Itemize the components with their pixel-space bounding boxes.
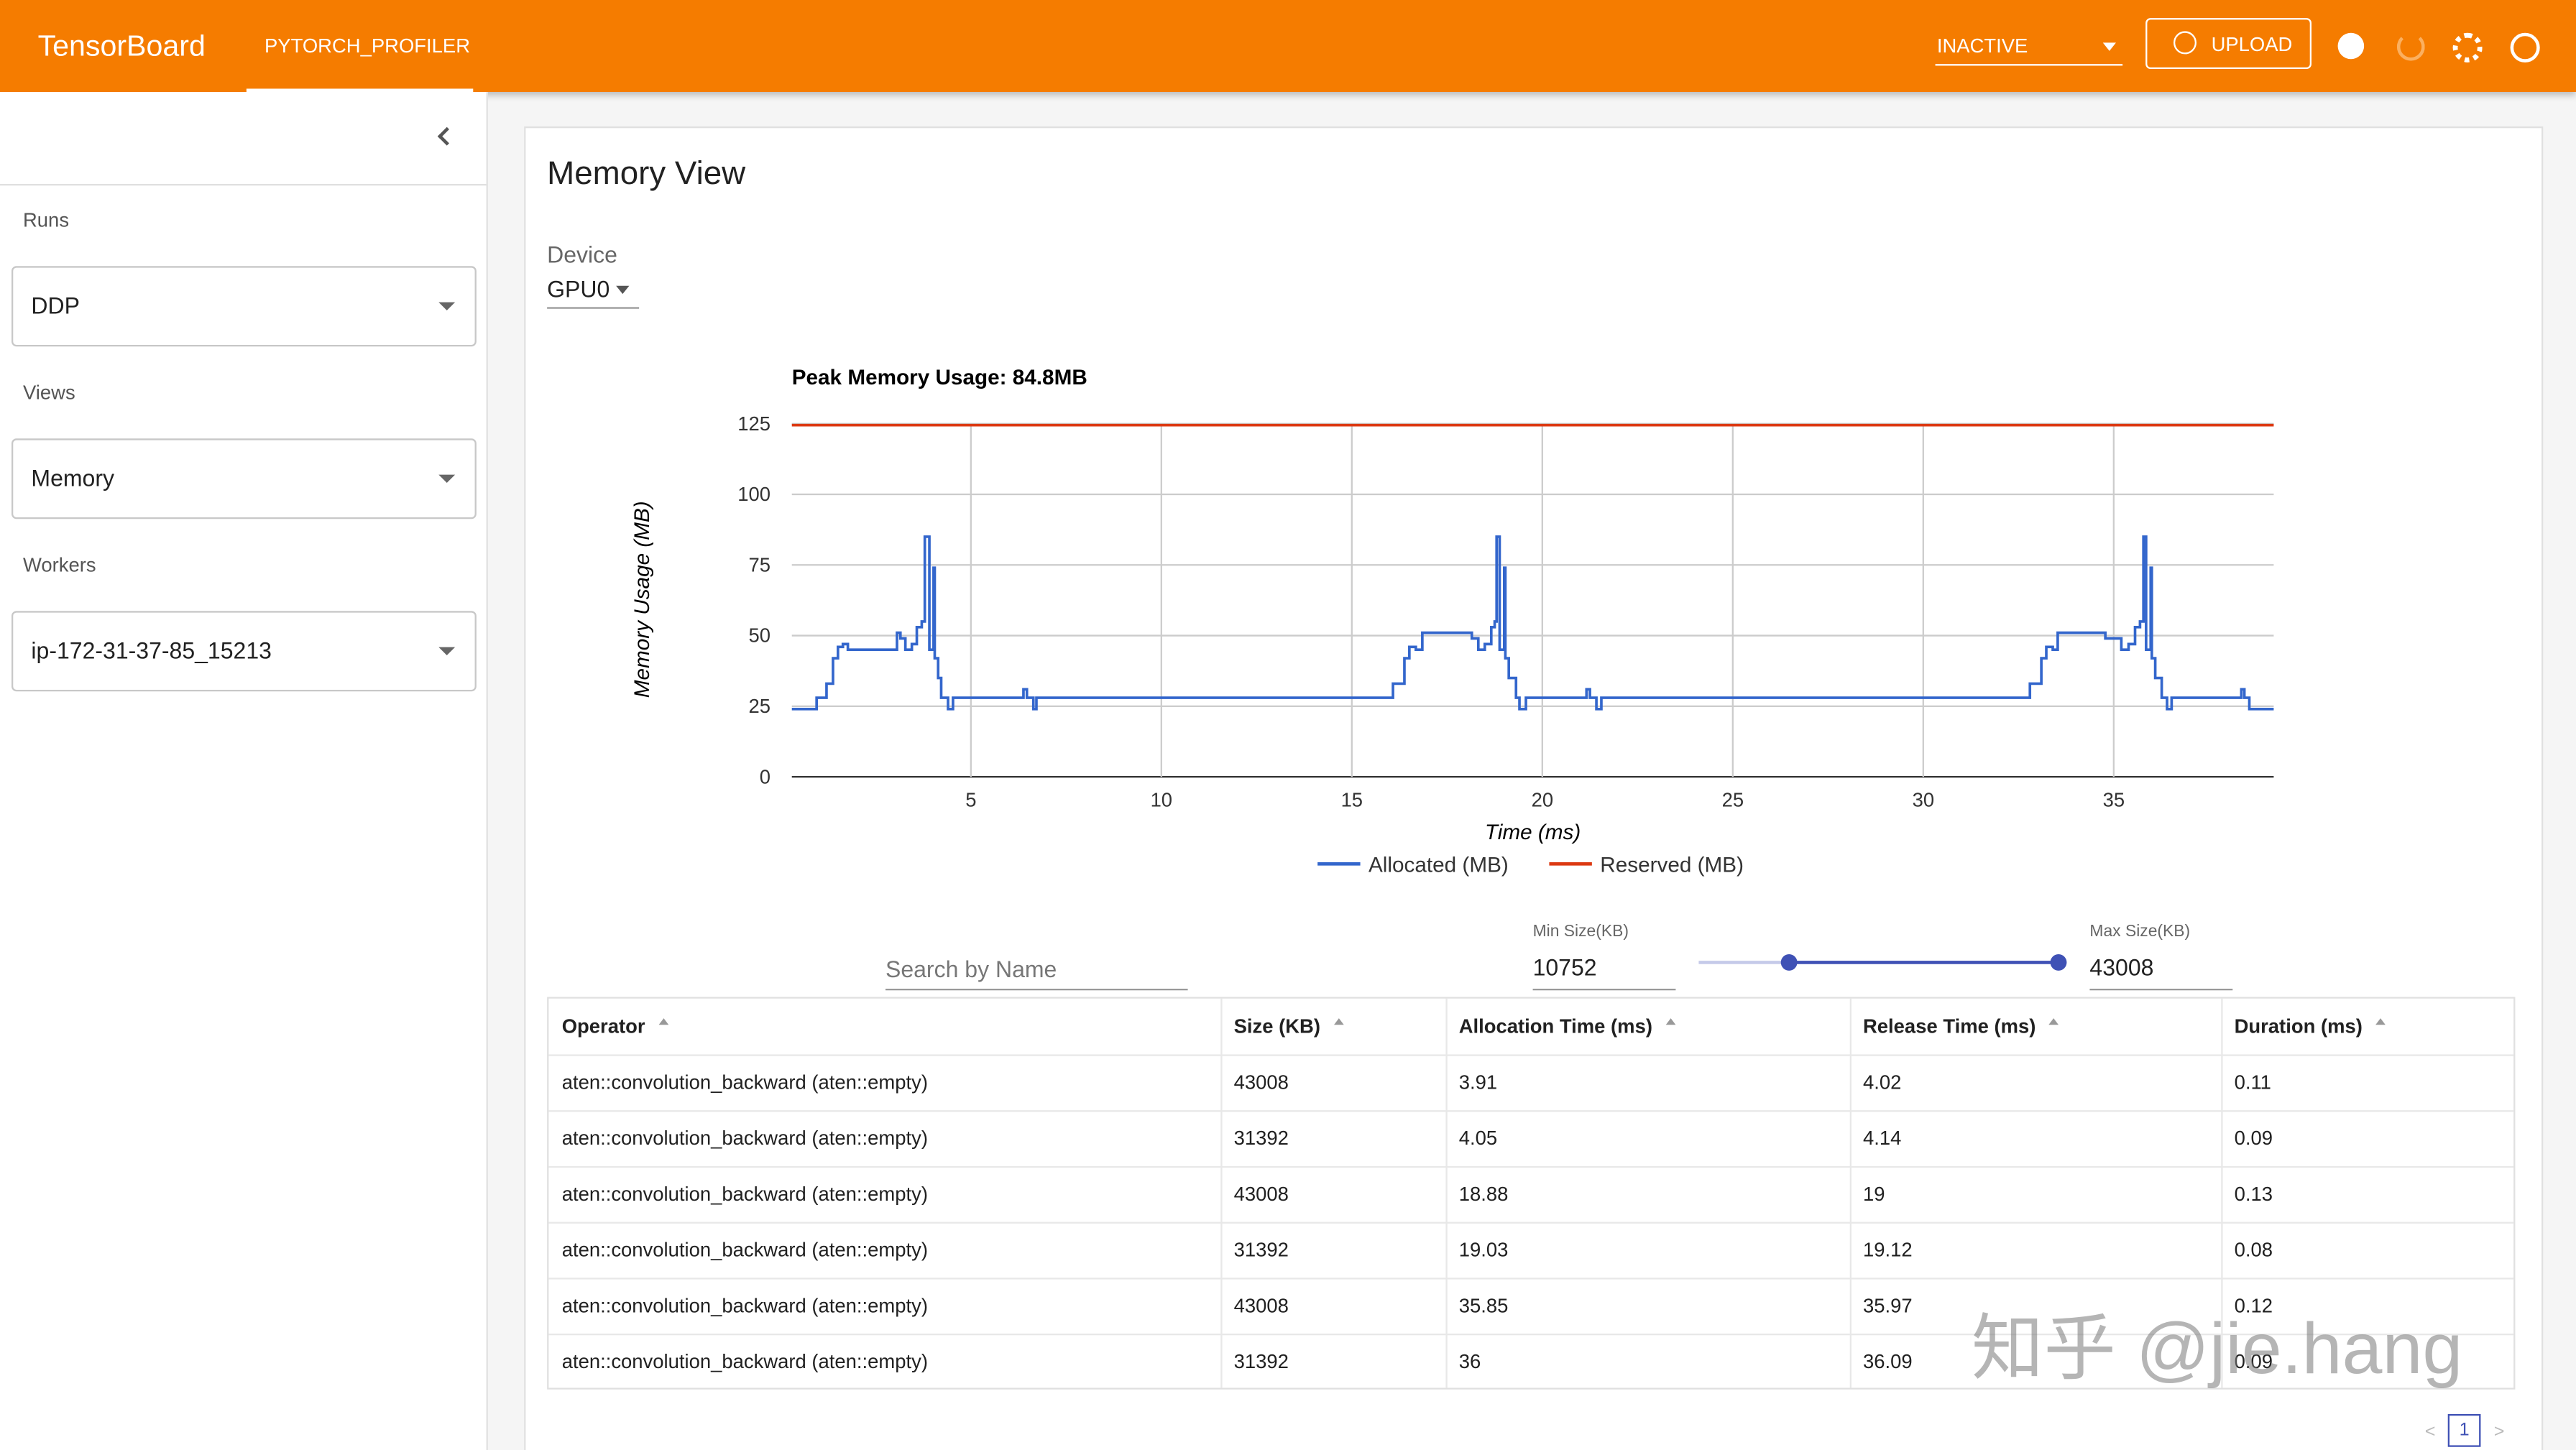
table-cell: 3.91	[1458, 1071, 1498, 1094]
column-header[interactable]: Allocation Time (ms)	[1459, 1015, 1675, 1038]
table-cell: 36	[1458, 1349, 1481, 1373]
table-cell: 36.09	[1862, 1349, 1913, 1373]
row-divider	[548, 1110, 2514, 1112]
min-value: 10752	[1532, 953, 1597, 981]
table-cell: 0.13	[2234, 1182, 2273, 1206]
table-cell: 43008	[1233, 1182, 1289, 1206]
table-cell: 19.12	[1862, 1238, 1913, 1262]
tab-label: PYTORCH_PROFILER	[264, 34, 471, 57]
table-cell: 43008	[1233, 1071, 1289, 1094]
min-label: Min Size(KB)	[1532, 923, 1629, 941]
column-divider	[1220, 998, 1223, 1388]
table-cell: 0.11	[2234, 1071, 2271, 1094]
settings-icon[interactable]	[2452, 32, 2483, 63]
upload-button[interactable]: UPLOAD	[2145, 18, 2312, 69]
table: Operator Size (KB) Allocation Time (ms) Rel…	[547, 997, 2516, 1390]
upload-label: UPLOAD	[2211, 32, 2293, 56]
table-cell: aten::convolution_backward (aten::empty)	[561, 1349, 928, 1373]
table-cell: 31392	[1233, 1238, 1289, 1262]
slider-range	[1789, 961, 2058, 964]
column-header[interactable]: Duration (ms)	[2235, 1015, 2386, 1038]
column-header[interactable]: Size (KB)	[1234, 1015, 1343, 1038]
slider-min-thumb[interactable]	[1780, 953, 1798, 971]
watermark: 知乎 @jie.hang	[1971, 1308, 2463, 1390]
table-cell: aten::convolution_backward (aten::empty)	[561, 1182, 928, 1206]
top-bar: TensorBoard PYTORCH_PROFILER INACTIVE UP…	[0, 0, 2576, 92]
device-select[interactable]: GPU0	[547, 271, 640, 309]
row-divider	[548, 1165, 2514, 1168]
panel-title: Memory View	[547, 156, 746, 193]
runs-value: DDP	[31, 292, 80, 319]
table-cell: aten::convolution_backward (aten::empty)	[561, 1238, 928, 1262]
slider-max-thumb[interactable]	[2050, 953, 2067, 971]
column-header[interactable]: Operator	[562, 1015, 668, 1038]
workers-label: Workers	[22, 553, 96, 577]
table-cell: 19	[1862, 1182, 1885, 1206]
device-value: GPU0	[547, 275, 610, 303]
column-divider	[2221, 998, 2223, 1388]
reload-icon[interactable]	[2396, 32, 2425, 61]
status-label: INACTIVE	[1936, 34, 2028, 57]
table-cell: 31392	[1233, 1126, 1289, 1150]
views-select[interactable]: Memory	[11, 438, 477, 519]
table-cell: 0.09	[2234, 1126, 2273, 1150]
max-input[interactable]: 43008	[2089, 949, 2233, 991]
table-cell: aten::convolution_backward (aten::empty)	[561, 1071, 928, 1094]
min-input[interactable]: 10752	[1532, 949, 1676, 991]
table-cell: 19.03	[1458, 1238, 1509, 1262]
table-cell: 4.14	[1862, 1126, 1902, 1150]
tab[interactable]: PYTORCH_PROFILER	[246, 0, 474, 92]
views-value: Memory	[31, 464, 114, 491]
row-divider	[548, 1333, 2514, 1336]
table-cell: 18.88	[1458, 1182, 1509, 1206]
table-cell: 4.02	[1862, 1071, 1902, 1094]
theme-icon[interactable]	[2337, 32, 2365, 60]
page-button[interactable]: 1	[2447, 1413, 2481, 1447]
workers-select[interactable]: ip-172-31-37-85_15213	[11, 611, 477, 692]
workers-value: ip-172-31-37-85_15213	[31, 637, 272, 664]
search-input[interactable]: Search by Name	[885, 953, 1188, 991]
help-icon[interactable]	[2510, 32, 2540, 63]
table-cell: 0.09	[2234, 1349, 2273, 1373]
sidebar: Runs DDP Views Memory Workers ip-172-31-…	[0, 91, 488, 1450]
column-divider	[1849, 998, 1852, 1388]
row-divider	[548, 1222, 2514, 1224]
table-cell: aten::convolution_backward (aten::empty)	[561, 1126, 928, 1150]
table-cell: 35.97	[1862, 1294, 1913, 1318]
row-divider	[548, 1054, 2514, 1056]
search-placeholder: Search by Name	[885, 956, 1057, 982]
table-cell: 43008	[1233, 1294, 1289, 1318]
memory-card	[524, 126, 2544, 1450]
runs-select[interactable]: DDP	[11, 266, 477, 347]
table-cell: 4.05	[1458, 1126, 1498, 1150]
max-value: 43008	[2089, 953, 2154, 981]
table-cell: 31392	[1233, 1349, 1289, 1373]
max-label: Max Size(KB)	[2089, 923, 2191, 941]
device-label: Device	[547, 241, 617, 268]
table-cell: 0.12	[2234, 1294, 2273, 1318]
status-select[interactable]: INACTIVE	[1935, 22, 2123, 66]
app-title: TensorBoard	[37, 29, 206, 63]
table-cell: 35.85	[1458, 1294, 1509, 1318]
row-divider	[548, 1278, 2514, 1280]
table-cell: 0.08	[2234, 1238, 2273, 1262]
column-header[interactable]: Release Time (ms)	[1863, 1015, 2059, 1038]
table-cell: aten::convolution_backward (aten::empty)	[561, 1294, 928, 1318]
column-divider	[1445, 998, 1448, 1388]
collapse-button[interactable]	[437, 126, 456, 146]
runs-label: Runs	[22, 208, 70, 232]
views-label: Views	[22, 381, 75, 405]
